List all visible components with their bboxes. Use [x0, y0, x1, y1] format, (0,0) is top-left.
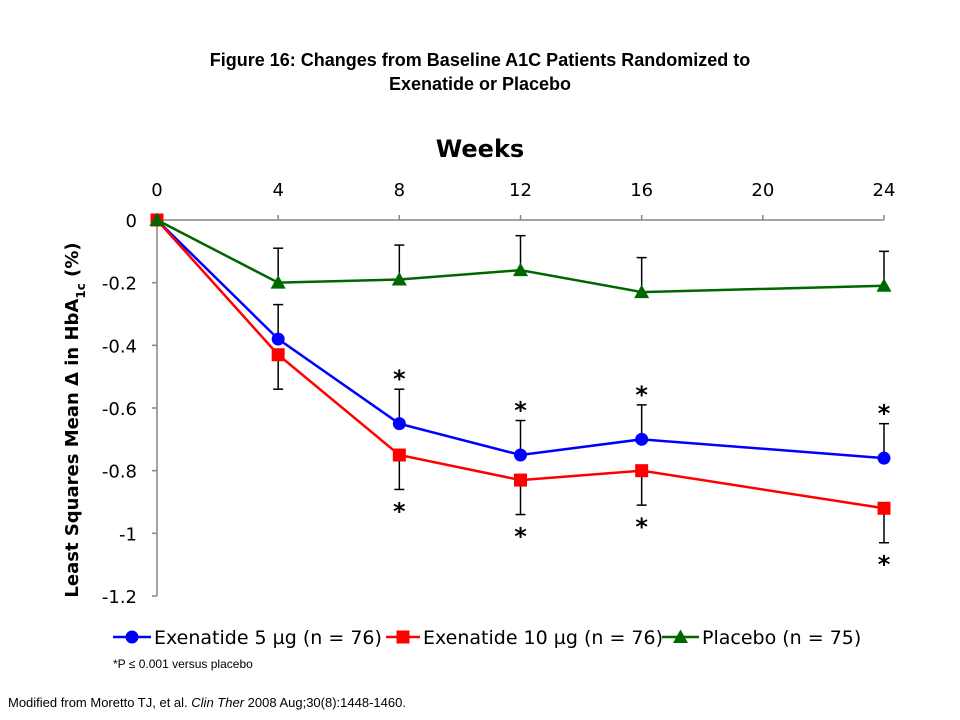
data-point-placebo — [270, 275, 286, 289]
citation-journal: Clin Ther — [191, 695, 245, 710]
legend-swatch-marker — [673, 629, 688, 643]
data-point-exenatide-10 — [514, 473, 527, 487]
x-axis-label: Weeks — [436, 135, 524, 163]
chart-legend: Exenatide 5 µg (n = 76) Exenatide 10 µg (… — [113, 627, 861, 649]
series-line-exenatide-5 — [156, 219, 885, 460]
y-tick-label: -1 — [119, 524, 137, 545]
y-tick-label: -0.2 — [102, 274, 137, 295]
significance-asterisk: * — [878, 400, 891, 428]
data-point-placebo — [513, 262, 528, 277]
data-point-placebo — [391, 272, 407, 286]
legend-label: Exenatide 10 µg (n = 76) — [423, 627, 663, 649]
data-point-exenatide-10 — [271, 348, 285, 362]
y-tick-label: -0.8 — [102, 462, 137, 483]
data-point-exenatide-10 — [877, 501, 891, 515]
x-tick-label: 0 — [151, 180, 162, 201]
data-point-exenatide-10 — [635, 464, 649, 478]
x-tick-label: 16 — [630, 180, 653, 201]
x-tick-label: 24 — [873, 180, 896, 201]
series-placebo — [149, 212, 892, 299]
x-tick-label: 4 — [272, 180, 283, 201]
chart-title: Figure 16: Changes from Baseline A1C Pat… — [0, 48, 960, 96]
legend-label: Exenatide 5 µg (n = 76) — [154, 627, 382, 649]
source-citation: Modified from Moretto TJ, et al. Clin Th… — [8, 695, 406, 710]
legend-swatch-marker — [396, 630, 410, 644]
x-tick-label: 12 — [509, 180, 532, 201]
series-exenatide-5: * * * * — [150, 213, 891, 465]
significance-asterisk: * — [393, 365, 406, 393]
significance-footnote: *P ≤ 0.001 versus placebo — [113, 657, 253, 671]
significance-asterisk: * — [514, 397, 527, 425]
data-point-placebo — [876, 278, 892, 292]
series-exenatide-10: * * * * — [150, 213, 891, 579]
data-point-exenatide-10 — [392, 448, 406, 462]
data-point-exenatide-5 — [392, 417, 406, 431]
x-tick-label: 20 — [751, 180, 774, 201]
significance-asterisk: * — [635, 513, 648, 541]
series-line-exenatide-10 — [156, 219, 885, 510]
series-line-placebo — [156, 218, 885, 294]
data-point-exenatide-5 — [877, 451, 891, 465]
chart-series: * * * * * * * * — [149, 212, 892, 579]
x-tick-label: 8 — [394, 180, 405, 201]
chart-axes: 0 4 8 12 16 20 24 0 -0.2 -0.4 -0.6 -0.8 -1 -1.2 Weeks L… — [62, 135, 895, 608]
data-point-placebo — [149, 212, 165, 226]
y-tick-label: 0 — [126, 211, 137, 232]
legend-label: Placebo (n = 75) — [702, 627, 861, 649]
significance-asterisk: * — [878, 551, 891, 579]
significance-asterisk: * — [635, 381, 648, 409]
legend-item-exenatide-5: Exenatide 5 µg (n = 76) — [113, 627, 382, 649]
significance-asterisk: * — [514, 523, 527, 551]
citation-prefix: Modified from Moretto TJ, et al. — [8, 695, 192, 710]
significance-asterisk: * — [393, 497, 406, 525]
y-tick-label: -0.6 — [102, 399, 137, 420]
y-tick-label: -0.4 — [102, 336, 137, 357]
y-tick-label: -1.2 — [102, 587, 137, 608]
data-point-exenatide-5 — [271, 332, 285, 346]
legend-swatch-marker — [125, 630, 139, 644]
y-axis-label: Least Squares Mean Δ in HbA1c (%) — [62, 242, 88, 597]
chart-title-line-2: Exenatide or Placebo — [388, 74, 572, 94]
chart-title-line-1: Figure 16: Changes from Baseline A1C Pat… — [209, 50, 751, 70]
legend-item-placebo: Placebo (n = 75) — [662, 627, 861, 649]
data-point-placebo — [634, 284, 650, 299]
data-point-exenatide-5 — [514, 448, 527, 462]
legend-item-exenatide-10: Exenatide 10 µg (n = 76) — [386, 627, 663, 649]
data-point-exenatide-5 — [635, 432, 649, 446]
citation-suffix: 2008 Aug;30(8):1448-1460. — [244, 695, 406, 710]
